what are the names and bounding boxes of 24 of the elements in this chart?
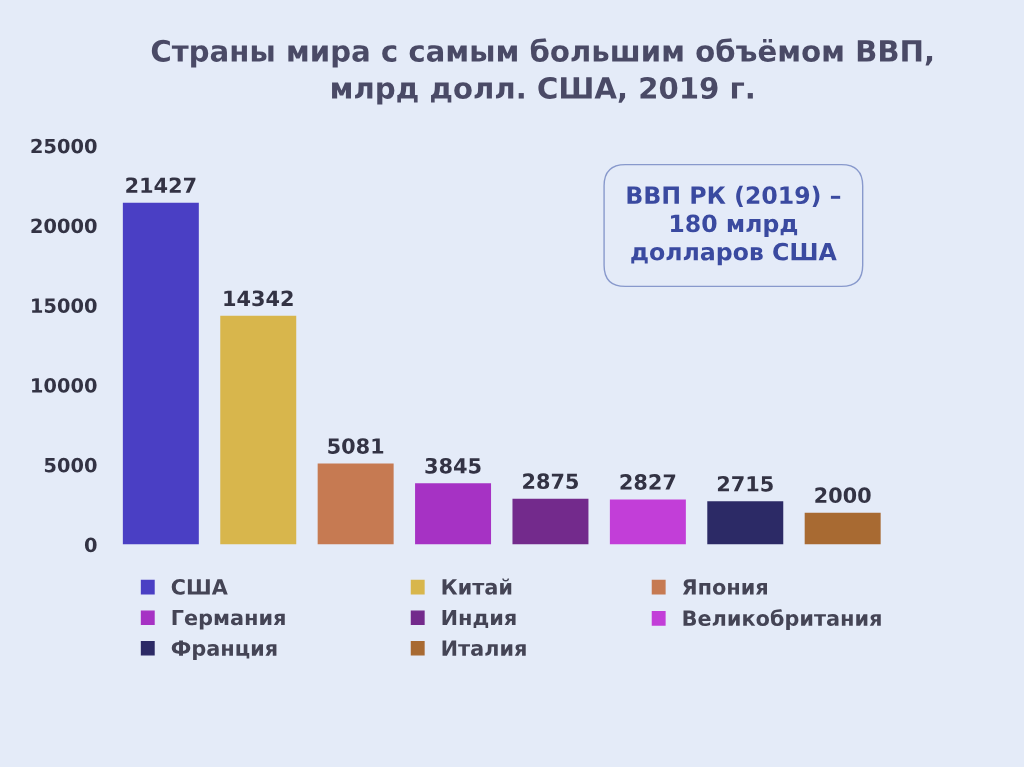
data-label: 2000 <box>815 487 871 504</box>
data-label: 2715 <box>717 475 773 492</box>
y-tick-label: 10000 <box>32 377 97 393</box>
legend-label: Великобритания <box>683 609 881 631</box>
legend-label: Китай <box>442 578 512 595</box>
chart-title: Страны мира с самым большим объёмом ВВП, млрд долл. США, 2019 г. <box>151 38 933 105</box>
legend-label: Япония <box>682 579 767 595</box>
data-label: 3845 <box>425 457 481 474</box>
data-label: 21427 <box>126 177 196 193</box>
data-label: 2875 <box>523 473 578 490</box>
y-tick-label: 25000 <box>31 138 97 154</box>
y-tick-label: 15000 <box>32 298 97 313</box>
legend-label: Франция <box>171 640 277 660</box>
y-tick-label: 20000 <box>31 218 97 234</box>
legend-label: США <box>171 579 228 595</box>
legend-label: Италия <box>442 640 526 656</box>
y-tick-label: 0 <box>84 537 97 553</box>
y-tick-label: 5000 <box>44 457 97 473</box>
legend-label: Индия <box>442 609 516 628</box>
data-label: 14342 <box>224 290 293 307</box>
legend-label: Германия <box>172 609 285 630</box>
data-label: 5081 <box>328 438 384 454</box>
annotation: ВВП РК (2019) – 180 млрд долларов США <box>627 185 841 266</box>
data-label: 2827 <box>620 474 676 490</box>
